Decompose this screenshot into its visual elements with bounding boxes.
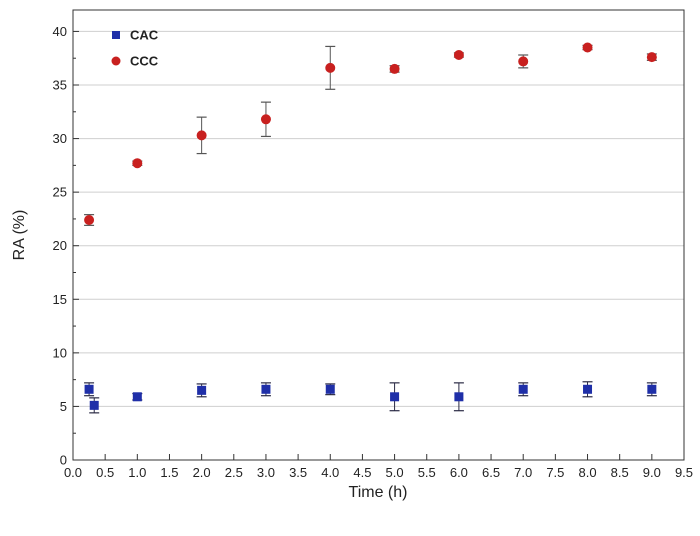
cac-point xyxy=(89,400,99,410)
cac-point xyxy=(518,384,528,394)
x-tick-label: 8.5 xyxy=(611,465,629,480)
y-tick-label: 10 xyxy=(53,345,67,360)
y-tick-label: 0 xyxy=(60,453,67,468)
x-tick-label: 9.5 xyxy=(675,465,693,480)
x-axis-title: Time (h) xyxy=(349,484,408,501)
x-tick-label: 2.0 xyxy=(193,465,211,480)
x-tick-label: 4.5 xyxy=(353,465,371,480)
cac-point xyxy=(325,384,335,394)
cac-point xyxy=(197,385,207,395)
gridlines xyxy=(73,30,684,407)
ccc-point xyxy=(325,62,336,73)
legend-label: CCC xyxy=(130,54,159,69)
y-axis-ticks: 0 5 10 15 20 25 30 35 40 xyxy=(53,24,79,468)
cac-point xyxy=(390,392,400,402)
legend-marker-ccc xyxy=(111,56,121,66)
ccc-point xyxy=(132,158,143,169)
ccc-point xyxy=(84,215,95,225)
x-tick-label: 5.5 xyxy=(418,465,436,480)
x-tick-label: 7.0 xyxy=(514,465,532,480)
x-tick-label: 0.5 xyxy=(96,465,114,480)
y-tick-label: 20 xyxy=(53,238,67,253)
legend-marker-cac xyxy=(112,31,120,39)
legend: CAC CCC xyxy=(111,28,159,69)
y-tick-label: 25 xyxy=(53,185,67,200)
x-tick-label: 5.0 xyxy=(386,465,404,480)
x-tick-label: 0.0 xyxy=(64,465,82,480)
data-markers xyxy=(84,42,657,410)
x-tick-label: 6.5 xyxy=(482,465,500,480)
x-tick-label: 9.0 xyxy=(643,465,661,480)
y-axis-title: RA (%) xyxy=(11,210,28,261)
x-axis-ticks: 0.0 0.5 1.0 1.5 2.0 2.5 3.0 3.5 4.0 4.5 5.0 5.5 6.0 6… xyxy=(64,454,693,480)
cac-point xyxy=(647,384,657,394)
ccc-point xyxy=(582,42,593,53)
y-tick-label: 35 xyxy=(53,78,67,93)
y-tick-label: 5 xyxy=(60,399,67,414)
y-tick-label: 30 xyxy=(53,131,67,146)
legend-label: CAC xyxy=(130,28,159,43)
x-tick-label: 3.5 xyxy=(289,465,307,480)
cac-point xyxy=(132,392,142,402)
ccc-point xyxy=(389,63,400,74)
x-tick-label: 1.5 xyxy=(160,465,178,480)
x-tick-label: 7.5 xyxy=(546,465,564,480)
x-tick-label: 4.0 xyxy=(321,465,339,480)
plot-frame xyxy=(72,9,685,461)
cac-point xyxy=(261,384,271,394)
x-tick-label: 1.0 xyxy=(128,465,146,480)
plot-background xyxy=(73,10,684,460)
ccc-point xyxy=(646,52,657,63)
x-tick-label: 3.0 xyxy=(257,465,275,480)
x-tick-label: 2.5 xyxy=(225,465,243,480)
ccc-point xyxy=(260,114,271,125)
ccc-point xyxy=(196,130,207,141)
ccc-point xyxy=(518,56,529,67)
cac-point xyxy=(454,392,464,402)
ccc-point xyxy=(453,50,464,60)
cac-point xyxy=(583,384,593,394)
x-tick-label: 8.0 xyxy=(578,465,596,480)
y-tick-label: 40 xyxy=(53,24,67,39)
x-tick-label: 6.0 xyxy=(450,465,468,480)
y-tick-label: 15 xyxy=(53,292,67,307)
cac-point xyxy=(84,384,94,394)
